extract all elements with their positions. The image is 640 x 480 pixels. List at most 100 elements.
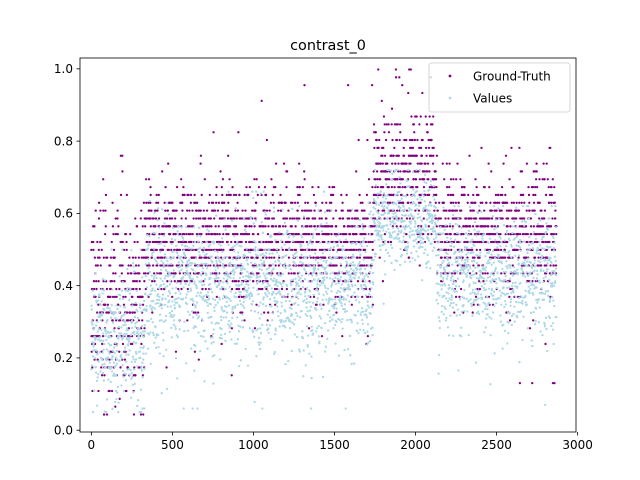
values-point (187, 247, 191, 250)
values-point (234, 291, 237, 295)
values-point (331, 271, 335, 274)
values-point (365, 244, 369, 248)
values-point (138, 335, 141, 338)
values-point (222, 294, 226, 297)
ground-truth-point (112, 248, 116, 251)
ground-truth-point (488, 185, 491, 189)
values-point (317, 277, 320, 281)
values-point (162, 339, 165, 342)
ground-truth-point (395, 225, 398, 228)
values-point (353, 291, 356, 294)
values-point (277, 260, 281, 263)
ground-truth-point (332, 193, 335, 197)
values-point (151, 306, 155, 309)
values-point (203, 380, 206, 383)
values-point (229, 276, 232, 279)
values-point (312, 293, 315, 296)
values-point (104, 366, 107, 369)
values-point (334, 342, 337, 345)
ground-truth-point (121, 240, 124, 244)
values-point (97, 315, 100, 318)
ground-truth-point (280, 287, 284, 291)
values-point (429, 179, 432, 183)
values-point (140, 310, 143, 313)
values-point (166, 259, 169, 263)
ground-truth-point (339, 240, 343, 244)
ground-truth-point (255, 201, 258, 204)
values-point (216, 266, 220, 270)
values-point (187, 272, 190, 275)
values-point (126, 336, 129, 340)
values-point (417, 212, 420, 216)
ground-truth-point (272, 225, 275, 228)
values-point (262, 296, 265, 299)
values-point (302, 264, 305, 268)
values-point (212, 328, 216, 331)
ground-truth-point (423, 170, 426, 173)
values-point (386, 194, 389, 197)
ground-truth-point (135, 280, 139, 283)
ground-truth-point (325, 217, 328, 220)
ground-truth-point (137, 256, 140, 259)
values-point (245, 295, 249, 298)
values-point (139, 356, 142, 359)
ground-truth-point (535, 233, 539, 236)
ground-truth-point (454, 272, 457, 275)
ground-truth-point (275, 287, 279, 291)
ground-truth-point (482, 280, 485, 283)
values-point (426, 253, 429, 256)
ground-truth-point (238, 295, 241, 299)
ground-truth-point (268, 209, 271, 212)
ground-truth-point (185, 280, 188, 283)
values-point (156, 219, 159, 222)
values-point (160, 319, 163, 322)
ground-truth-point (408, 68, 411, 71)
values-point (128, 373, 131, 376)
values-point (311, 236, 315, 239)
values-point (203, 278, 207, 281)
ground-truth-point (226, 209, 229, 212)
ground-truth-point (535, 170, 538, 173)
values-point (249, 251, 252, 254)
values-point (303, 268, 306, 271)
values-point (119, 317, 123, 320)
ground-truth-point (197, 311, 200, 314)
values-point (390, 178, 394, 181)
values-point (368, 306, 371, 309)
values-point (316, 280, 319, 283)
ground-truth-point (401, 185, 404, 189)
values-point (399, 247, 402, 251)
ground-truth-point (90, 350, 93, 353)
ground-truth-point (351, 217, 354, 220)
values-point (203, 329, 206, 332)
values-point (125, 332, 128, 336)
ground-truth-point (147, 178, 151, 181)
values-point (182, 286, 185, 289)
ground-truth-point (496, 201, 499, 204)
ground-truth-point (234, 240, 237, 244)
values-point (138, 350, 141, 353)
values-point (265, 277, 268, 280)
values-point (366, 304, 370, 307)
values-point (191, 298, 194, 301)
values-point (138, 328, 141, 331)
ground-truth-point (498, 201, 501, 204)
ground-truth-point (192, 311, 195, 314)
values-point (199, 234, 202, 238)
ground-truth-point (301, 185, 305, 189)
values-point (281, 208, 284, 211)
values-point (143, 407, 146, 410)
ground-truth-point (121, 154, 124, 157)
values-point (136, 310, 139, 313)
ground-truth-point (210, 225, 213, 228)
values-point (116, 385, 120, 389)
series-values (90, 168, 558, 414)
values-point (109, 316, 113, 319)
values-point (384, 197, 388, 200)
ground-truth-point (512, 201, 516, 204)
values-point (409, 260, 412, 263)
values-point (272, 210, 276, 214)
ground-truth-point (97, 280, 100, 283)
ground-truth-point (362, 217, 365, 220)
values-point (205, 252, 208, 256)
